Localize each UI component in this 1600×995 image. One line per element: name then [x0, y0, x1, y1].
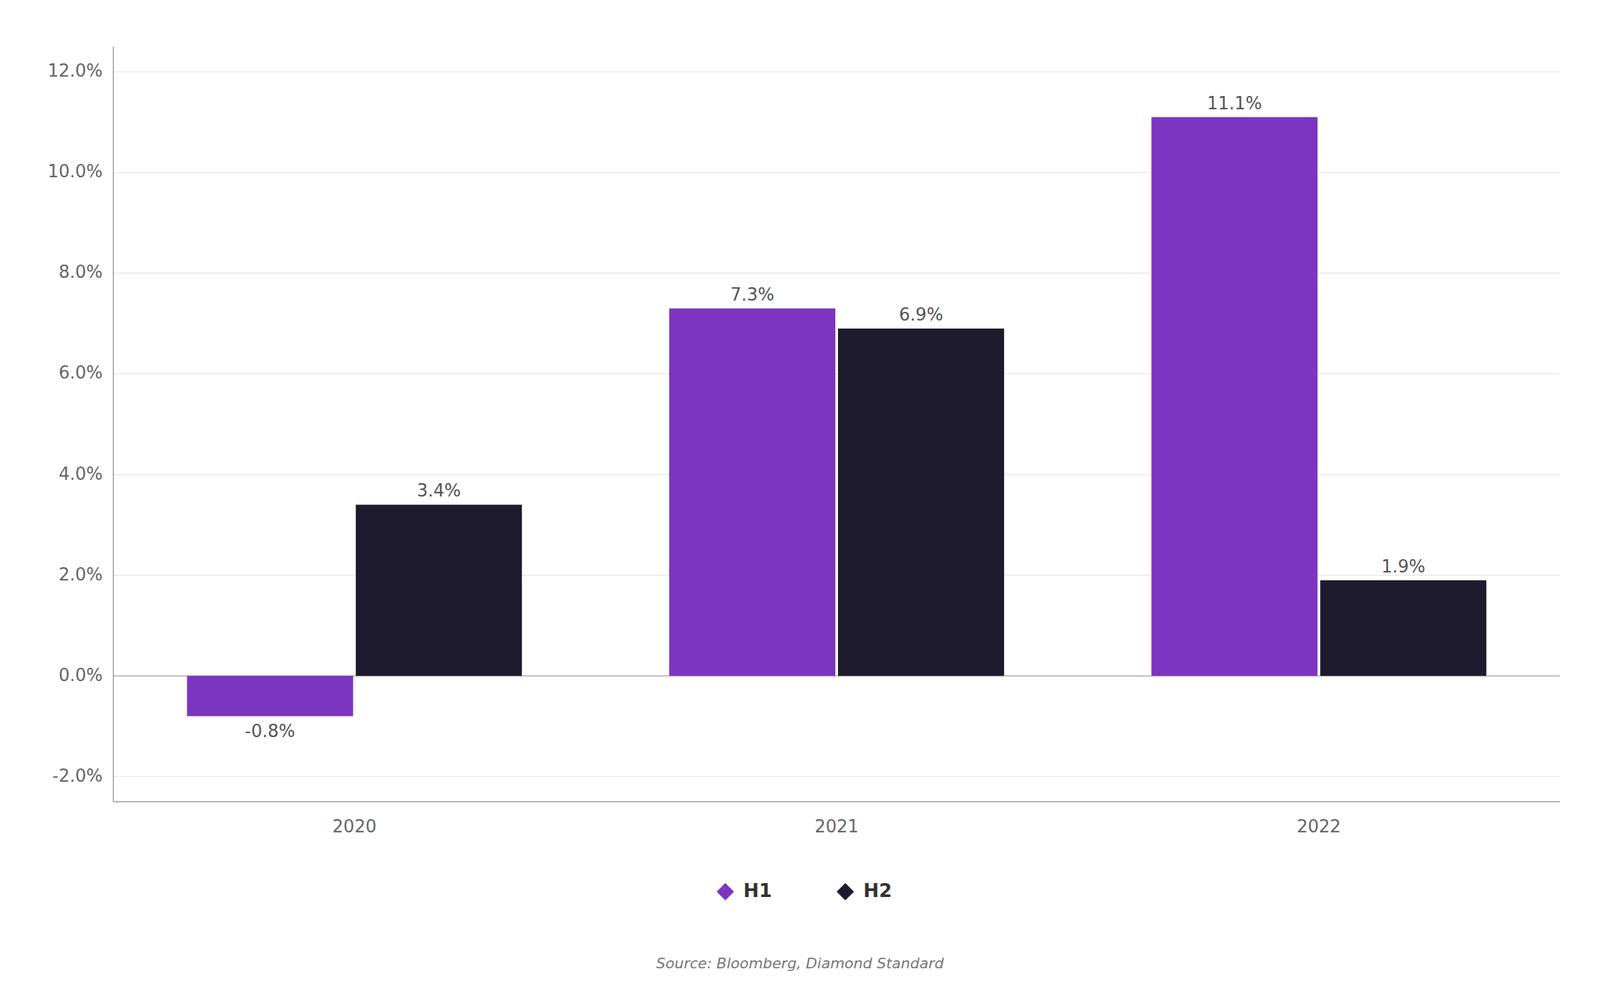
y-tick-label: 4.0%: [58, 464, 103, 484]
x-tick-label: 2020: [332, 816, 377, 837]
legend-label: H2: [863, 880, 892, 902]
grid-line: [113, 172, 1560, 173]
grid-line: [113, 776, 1560, 778]
bar: [187, 676, 354, 716]
y-tick-label: 8.0%: [58, 262, 103, 282]
y-axis: -2.0% 0.0% 2.0% 4.0% 6.0% 8.0% 10.0% 12.0%: [47, 46, 1560, 802]
x-axis-line: [113, 801, 1560, 803]
bar: [838, 328, 1004, 676]
x-tick-label: 2021: [814, 816, 859, 837]
y-tick-label: 12.0%: [47, 60, 103, 81]
grid-line: [113, 474, 1560, 475]
source-note: Source: Bloomberg, Diamond Standard: [656, 955, 944, 972]
legend: H1 H2: [716, 880, 892, 902]
data-label: 1.9%: [1381, 556, 1426, 577]
grid-line: [113, 71, 1560, 72]
grid: [113, 72, 1560, 777]
x-tick-label: 2022: [1296, 816, 1341, 837]
data-labels: -0.8% 7.3% 11.1% 3.4% 6.9% 1.9%: [244, 93, 1426, 742]
data-label: 6.9%: [899, 304, 944, 325]
grid-line: [113, 272, 1560, 274]
y-tick-label: 6.0%: [58, 362, 103, 383]
legend-swatch: [716, 883, 734, 901]
data-label: 3.4%: [416, 480, 461, 501]
data-label: 11.1%: [1206, 93, 1262, 114]
data-label: -0.8%: [244, 721, 295, 742]
bars: [187, 117, 1487, 717]
data-label: 7.3%: [730, 284, 774, 305]
x-axis: 2020 2021 2022: [332, 816, 1342, 837]
chart: -2.0% 0.0% 2.0% 4.0% 6.0% 8.0% 10.0% 12.0% -0.8%…: [0, 0, 1600, 995]
y-axis-line: [112, 46, 114, 802]
legend-swatch: [836, 883, 854, 901]
y-tick-label: 10.0%: [47, 161, 103, 182]
background: [0, 0, 1600, 995]
grid-line: [113, 373, 1560, 374]
y-tick-label: 2.0%: [58, 564, 103, 585]
y-tick-label: -2.0%: [52, 766, 103, 786]
grid-line: [113, 574, 1560, 576]
y-tick-label: 0.0%: [58, 665, 103, 686]
bar: [1151, 117, 1318, 676]
bar: [356, 504, 522, 676]
legend-label: H1: [743, 880, 772, 902]
bar: [669, 308, 836, 676]
bar: [1320, 580, 1486, 677]
